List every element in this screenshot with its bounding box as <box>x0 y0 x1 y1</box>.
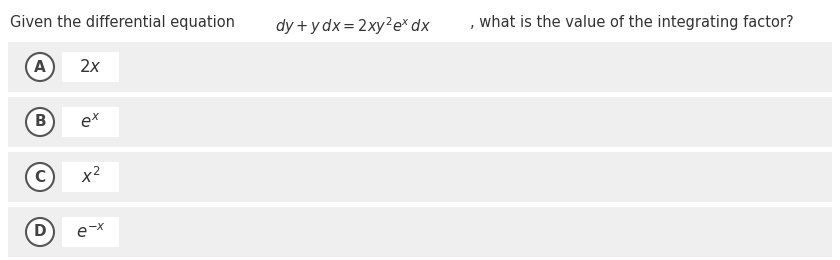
Text: $e^x$: $e^x$ <box>81 113 101 131</box>
FancyBboxPatch shape <box>8 97 832 147</box>
Text: Given the differential equation: Given the differential equation <box>10 15 239 30</box>
FancyBboxPatch shape <box>8 42 832 92</box>
Circle shape <box>26 218 54 246</box>
Circle shape <box>26 108 54 136</box>
FancyBboxPatch shape <box>8 152 832 202</box>
FancyBboxPatch shape <box>62 107 119 137</box>
Circle shape <box>26 53 54 81</box>
Text: A: A <box>34 60 46 75</box>
Text: $x^2$: $x^2$ <box>81 167 100 187</box>
FancyBboxPatch shape <box>8 207 832 257</box>
Text: $dy + y\,dx = 2xy^2e^x\,dx$: $dy + y\,dx = 2xy^2e^x\,dx$ <box>275 15 431 37</box>
Text: C: C <box>34 170 45 185</box>
FancyBboxPatch shape <box>62 217 119 247</box>
Circle shape <box>26 163 54 191</box>
Text: , what is the value of the integrating factor?: , what is the value of the integrating f… <box>470 15 794 30</box>
Text: $e^{-x}$: $e^{-x}$ <box>76 223 105 241</box>
Text: D: D <box>34 224 46 239</box>
Text: B: B <box>34 114 46 129</box>
FancyBboxPatch shape <box>62 52 119 82</box>
FancyBboxPatch shape <box>62 162 119 192</box>
Text: $2x$: $2x$ <box>79 58 102 76</box>
